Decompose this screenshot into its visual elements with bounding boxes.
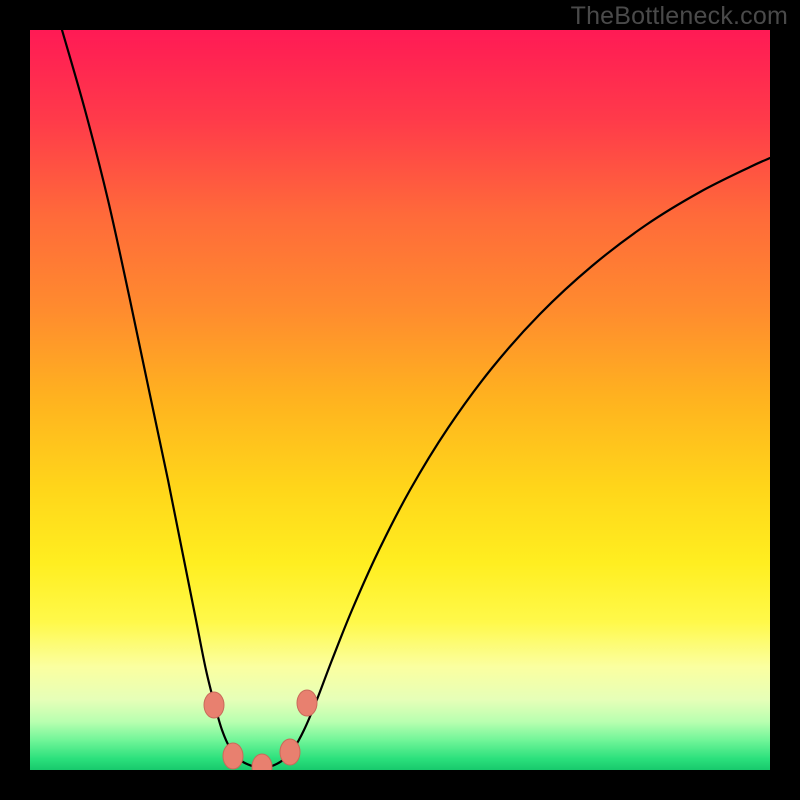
trough-marker-0	[204, 692, 224, 718]
figure-root: { "figure": { "width_px": 800, "height_p…	[0, 0, 800, 800]
trough-marker-4	[297, 690, 317, 716]
bottleneck-curve-chart	[0, 0, 800, 800]
trough-marker-2	[252, 754, 272, 780]
trough-marker-1	[223, 743, 243, 769]
trough-marker-3	[280, 739, 300, 765]
plot-background	[30, 30, 770, 770]
watermark-text: TheBottleneck.com	[571, 2, 788, 31]
